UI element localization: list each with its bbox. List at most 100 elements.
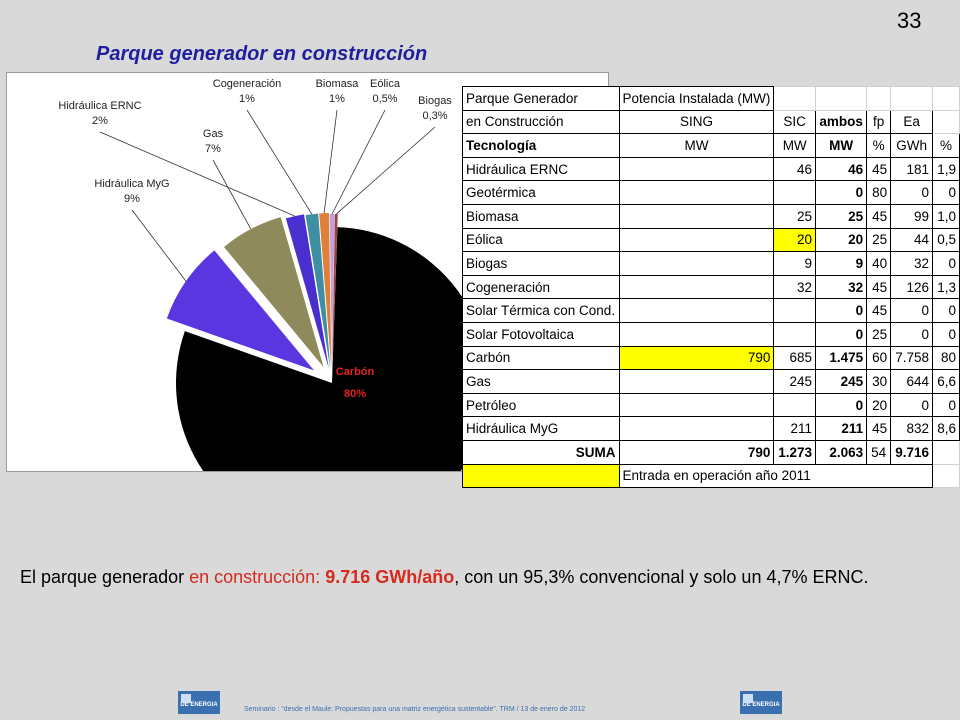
technology-cell: Geotérmica: [462, 180, 620, 205]
table-cell: 7.758: [890, 345, 934, 371]
table-cell: 32: [773, 274, 817, 300]
table-header-cell: Ea: [890, 109, 934, 135]
summary-part-2: en construcción:: [189, 567, 326, 587]
table-row: Cogeneración 32 32 45 126 1,3: [462, 274, 960, 300]
summary-part-1: El parque generador: [20, 567, 190, 587]
table-legend-row: Entrada en operación año 2011: [462, 463, 960, 489]
table-row: Carbón 790 685 1.475 60 7.758 80: [462, 345, 960, 371]
table-header-cell: [773, 86, 817, 111]
footer-text: Seminario : “desde el Maule: Propuestas …: [244, 706, 586, 713]
table-cell: 0,5: [932, 227, 960, 253]
pie-slice-carb-n: [176, 227, 488, 471]
table-cell: 0: [890, 321, 934, 347]
table-cell: 0: [932, 321, 960, 347]
table-header-cell: MW: [618, 133, 775, 158]
table-cell: 685: [773, 345, 817, 371]
table-header-row: Tecnología MW MW MW% GWh%: [462, 133, 960, 158]
legend-swatch: [462, 463, 620, 489]
table-cell: 20: [866, 392, 892, 418]
pie-label-hidr-ulica-myg: Hidráulica MyG: [94, 178, 169, 190]
table-cell: 0: [932, 251, 960, 276]
table-cell: 25: [866, 321, 892, 347]
pie-value-cogeneraci-n: 1%: [239, 93, 255, 105]
table-cell: 644: [890, 369, 934, 394]
table-cell: 45: [866, 298, 892, 323]
table-cell: [773, 321, 817, 347]
generation-table: Parque Generador Potencia Instalada (MW) e…: [462, 86, 960, 489]
slide-number: 33: [897, 8, 922, 33]
table-row: Solar Térmica con Cond. 0 45 0 0: [462, 298, 960, 323]
technology-cell: Hidráulica ERNC: [462, 156, 620, 182]
technology-cell: Eólica: [462, 227, 620, 253]
table-cell: 1.475: [815, 345, 868, 371]
pie-label-gas: Gas: [203, 128, 224, 140]
table-row: Hidráulica ERNC 46 46 45 181 1,9: [462, 156, 960, 182]
pie-value-hidr-ulica-ernc: 2%: [92, 115, 108, 127]
table-cell: 0: [932, 180, 960, 205]
table-cell: 211: [773, 416, 817, 441]
table-header-cell: [866, 86, 892, 111]
technology-cell: Hidráulica MyG: [462, 416, 620, 441]
table-cell: 832: [890, 416, 934, 441]
table-cell: 0: [815, 298, 868, 323]
table-header-row: en Construcción SING SIC ambos fp Ea: [462, 109, 960, 135]
table-header-cell: MW: [773, 133, 817, 158]
pie-slice-gas: [224, 217, 324, 368]
table-cell: 45: [866, 416, 892, 441]
pie-slice-cogeneraci-n: [305, 213, 331, 370]
pie-label-biomasa: Biomasa: [316, 78, 360, 90]
table-row: Geotérmica 0 80 0 0: [462, 180, 960, 205]
table-header-cell: Tecnología: [462, 133, 620, 158]
table-cell: 0: [890, 392, 934, 418]
table-cell: 126: [890, 274, 934, 300]
pie-slice-hidr-ulica-myg: [166, 250, 314, 371]
pie-value-hidr-ulica-myg: 9%: [124, 193, 140, 205]
pie-slice-e-lica: [329, 214, 335, 370]
technology-cell: Biomasa: [462, 203, 620, 229]
pie-slice-hidr-ulica-ernc: [285, 214, 329, 369]
table-sum-row: SUMA 790 1.273 2.063 54 9.716: [462, 439, 960, 465]
table-cell: 8,6: [932, 416, 960, 441]
table-cell: [618, 369, 775, 394]
table-cell: 80: [866, 180, 892, 205]
table-cell: 0: [932, 392, 960, 418]
sum-cell: 9.716: [890, 439, 934, 465]
technology-cell: Gas: [462, 369, 620, 394]
pie-leader-line: [336, 126, 436, 215]
technology-cell: Petróleo: [462, 392, 620, 418]
technology-cell: Cogeneración: [462, 274, 620, 300]
table-header-cell: ambos: [815, 109, 868, 135]
table-header-cell: [815, 86, 868, 111]
table-cell: [618, 180, 775, 205]
table-cell: 245: [815, 369, 868, 394]
table-cell: 80: [932, 345, 960, 371]
table-header-cell: SING: [618, 109, 775, 135]
table-cell: 40: [866, 251, 892, 276]
table-cell: [618, 298, 775, 323]
summary-total-energy: 9.716 GWh/año: [325, 567, 455, 587]
table-cell: [618, 274, 775, 300]
ministry-logo-right: DE ENERGIA: [740, 691, 782, 714]
table-cell: 1,0: [932, 203, 960, 229]
table-cell: [618, 416, 775, 441]
table-row: Solar Fotovoltaica 0 25 0 0: [462, 321, 960, 347]
table-cell: [618, 321, 775, 347]
technology-cell: Biogas: [462, 251, 620, 276]
table-header-cell: GWh: [890, 133, 934, 158]
table-row: Hidráulica MyG 211 211 45 832 8,6: [462, 416, 960, 441]
table-cell: 245: [773, 369, 817, 394]
table-cell: 211: [815, 416, 868, 441]
slide-title: Parque generador en construcción: [96, 43, 428, 65]
table-cell: [773, 298, 817, 323]
technology-cell: Solar Fotovoltaica: [462, 321, 620, 347]
table-header-cell: Parque Generador: [462, 86, 620, 111]
pie-value-biomasa: 1%: [329, 93, 345, 105]
pie-slice-biogas: [332, 214, 338, 371]
table-header-row: Parque Generador Potencia Instalada (MW): [462, 86, 960, 111]
pie-label-e-lica: Eólica: [370, 78, 401, 90]
table-row: Eólica 20 20 25 44 0,5: [462, 227, 960, 253]
pie-chart: Carbón 80% Hidráulica MyG 9% Gas 7% Hidráulica…: [58, 78, 488, 471]
ministry-logo-left: DE ENERGIA: [178, 691, 220, 714]
sum-label-cell: SUMA: [462, 439, 620, 465]
table-header-cell: Potencia Instalada (MW): [618, 86, 775, 111]
